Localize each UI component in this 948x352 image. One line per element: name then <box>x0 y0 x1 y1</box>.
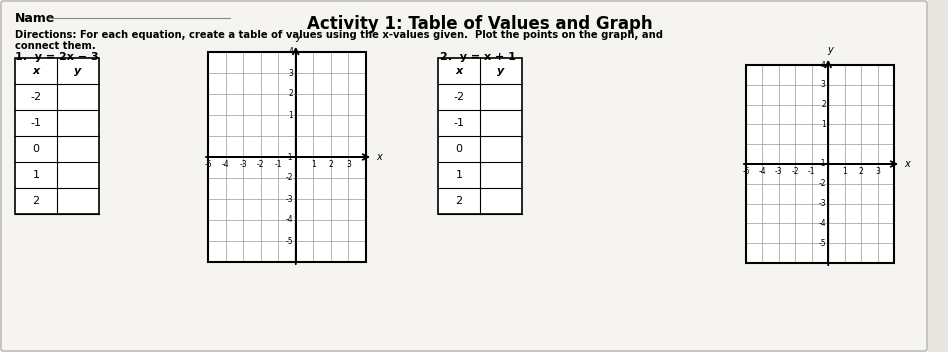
Text: 1.  y = 2x − 3: 1. y = 2x − 3 <box>15 52 99 62</box>
Text: 3: 3 <box>288 69 293 77</box>
Text: 1: 1 <box>32 170 40 180</box>
Text: -4: -4 <box>818 219 826 228</box>
Text: 0: 0 <box>455 144 463 154</box>
Text: 4: 4 <box>288 48 293 57</box>
Bar <box>746 65 894 263</box>
Text: 1: 1 <box>288 111 293 119</box>
Text: y: y <box>74 66 82 76</box>
Text: 1: 1 <box>821 120 826 129</box>
Text: 2: 2 <box>288 89 293 99</box>
Text: 3: 3 <box>821 80 826 89</box>
Text: -2: -2 <box>285 174 293 182</box>
FancyBboxPatch shape <box>1 1 927 351</box>
Text: 3: 3 <box>875 167 880 176</box>
Text: Directions: For each equation, create a table of values using the x-values given: Directions: For each equation, create a … <box>15 30 663 40</box>
Text: -5: -5 <box>742 167 750 176</box>
Text: Activity 1: Table of Values and Graph: Activity 1: Table of Values and Graph <box>307 15 653 33</box>
Text: x: x <box>32 66 40 76</box>
Text: -5: -5 <box>204 160 211 169</box>
Text: 1: 1 <box>455 170 463 180</box>
Text: -5: -5 <box>818 239 826 248</box>
Text: -3: -3 <box>285 195 293 203</box>
Text: 2.  y = x + 1: 2. y = x + 1 <box>440 52 516 62</box>
Text: -2: -2 <box>792 167 799 176</box>
Text: -3: -3 <box>818 199 826 208</box>
Text: -4: -4 <box>758 167 766 176</box>
Text: 1: 1 <box>842 167 848 176</box>
Text: x: x <box>376 152 382 162</box>
Text: -2: -2 <box>257 160 264 169</box>
Text: y: y <box>295 32 301 42</box>
Bar <box>15 58 99 214</box>
Bar <box>208 52 366 262</box>
Text: -1: -1 <box>453 118 465 128</box>
Text: y: y <box>828 45 833 55</box>
Text: 2: 2 <box>821 100 826 109</box>
Text: x: x <box>904 159 910 169</box>
Text: x: x <box>455 66 463 76</box>
Text: -1: -1 <box>808 167 815 176</box>
Text: -2: -2 <box>453 92 465 102</box>
Text: -2: -2 <box>818 179 826 188</box>
Text: 1: 1 <box>311 160 316 169</box>
Bar <box>208 52 366 262</box>
Text: 3: 3 <box>346 160 351 169</box>
Bar <box>438 58 522 214</box>
Text: -5: -5 <box>285 237 293 245</box>
Text: -3: -3 <box>239 160 246 169</box>
Text: -1: -1 <box>275 160 282 169</box>
Text: 2: 2 <box>859 167 864 176</box>
Bar <box>746 65 894 263</box>
Text: -1: -1 <box>30 118 42 128</box>
Text: -1: -1 <box>818 159 826 169</box>
Text: 2: 2 <box>455 196 463 206</box>
Text: 2: 2 <box>32 196 40 206</box>
Text: 4: 4 <box>821 61 826 69</box>
Text: 0: 0 <box>32 144 40 154</box>
Text: -2: -2 <box>30 92 42 102</box>
Text: -1: -1 <box>285 152 293 162</box>
Text: -3: -3 <box>775 167 783 176</box>
Text: Name: Name <box>15 12 55 25</box>
Text: 2: 2 <box>329 160 334 169</box>
Text: y: y <box>498 66 504 76</box>
Text: -4: -4 <box>285 215 293 225</box>
Text: -4: -4 <box>222 160 229 169</box>
Text: connect them.: connect them. <box>15 41 96 51</box>
